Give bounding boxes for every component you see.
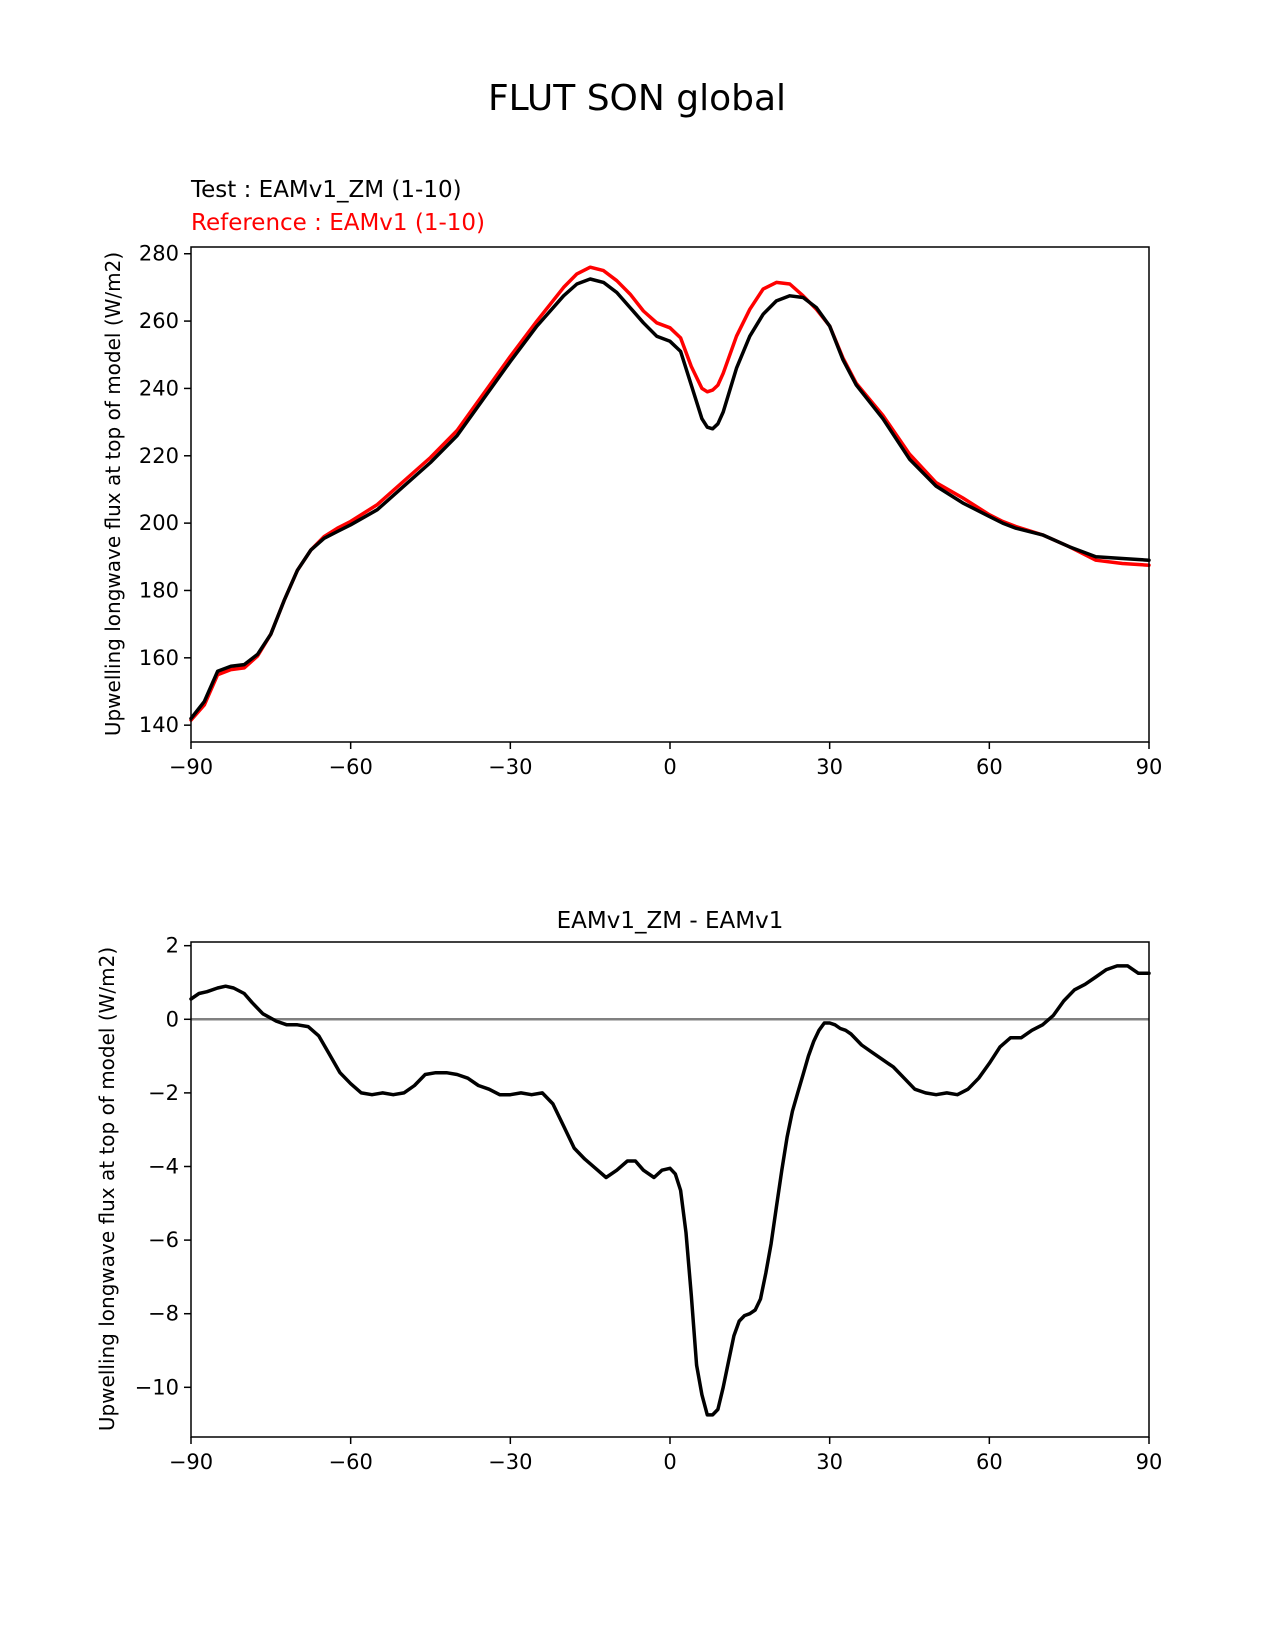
x-tick-label: −60 (329, 755, 373, 779)
x-tick-label: −90 (169, 1450, 213, 1474)
bottom-plot-frame (190, 941, 1150, 1438)
y-tick-label: −4 (148, 1154, 179, 1178)
y-tick-label: 2 (166, 934, 179, 958)
y-tick-label: −8 (148, 1302, 179, 1326)
top-y-ticks: 140 160 180 200 220 240 260 280 (139, 242, 191, 737)
x-tick-label: −60 (329, 1450, 373, 1474)
top-series-lines (189, 265, 1151, 722)
top-subtitle-test: Test : EAMv1_ZM (1-10) (190, 177, 462, 203)
top-ylabel: Upwelling longwave flux at top of model … (101, 252, 125, 736)
x-tick-label: 90 (1136, 755, 1163, 779)
y-tick-label: 200 (139, 511, 179, 535)
x-tick-label: 90 (1136, 1450, 1163, 1474)
y-tick-label: 240 (139, 376, 179, 400)
bottom-title: EAMv1_ZM - EAMv1 (557, 908, 784, 934)
top-x-ticks: −90 −60 −30 0 30 60 90 (169, 742, 1163, 779)
y-tick-label: −10 (135, 1375, 179, 1399)
y-tick-label: 160 (139, 646, 179, 670)
top-panel: Test : EAMv1_ZM (1-10) Reference : EAMv1… (101, 177, 1162, 779)
y-tick-label: 260 (139, 309, 179, 333)
x-tick-label: −30 (488, 1450, 532, 1474)
x-tick-label: 30 (816, 755, 843, 779)
x-tick-label: −90 (169, 755, 213, 779)
bottom-panel: EAMv1_ZM - EAMv1 −90 −60 −30 0 30 60 90 −10−8−… (95, 908, 1162, 1474)
x-tick-label: 0 (663, 755, 676, 779)
bottom-ylabel: Upwelling longwave flux at top of model … (95, 947, 119, 1431)
y-tick-label: 140 (139, 713, 179, 737)
bottom-series-lines (189, 964, 1151, 1417)
y-tick-label: −2 (148, 1081, 179, 1105)
y-tick-label: 280 (139, 242, 179, 266)
y-tick-label: −6 (148, 1228, 179, 1252)
y-tick-label: 0 (166, 1007, 179, 1031)
x-tick-label: 0 (663, 1450, 676, 1474)
y-tick-label: 180 (139, 578, 179, 602)
series-line-1 (189, 277, 1151, 721)
bottom-y-ticks: −10 −8 −6 −4 −2 0 2 (135, 934, 191, 1399)
series-line-0 (189, 964, 1151, 1417)
bottom-x-ticks: −90 −60 −30 0 30 60 90 (169, 1437, 1163, 1474)
x-tick-label: −30 (488, 755, 532, 779)
x-tick-label: 60 (976, 755, 1003, 779)
x-tick-label: 30 (816, 1450, 843, 1474)
top-plot-frame (190, 246, 1150, 743)
figure-title: FLUT SON global (488, 78, 786, 119)
x-tick-label: 60 (976, 1450, 1003, 1474)
y-tick-label: 220 (139, 444, 179, 468)
top-subtitle-reference: Reference : EAMv1 (1-10) (191, 210, 485, 236)
